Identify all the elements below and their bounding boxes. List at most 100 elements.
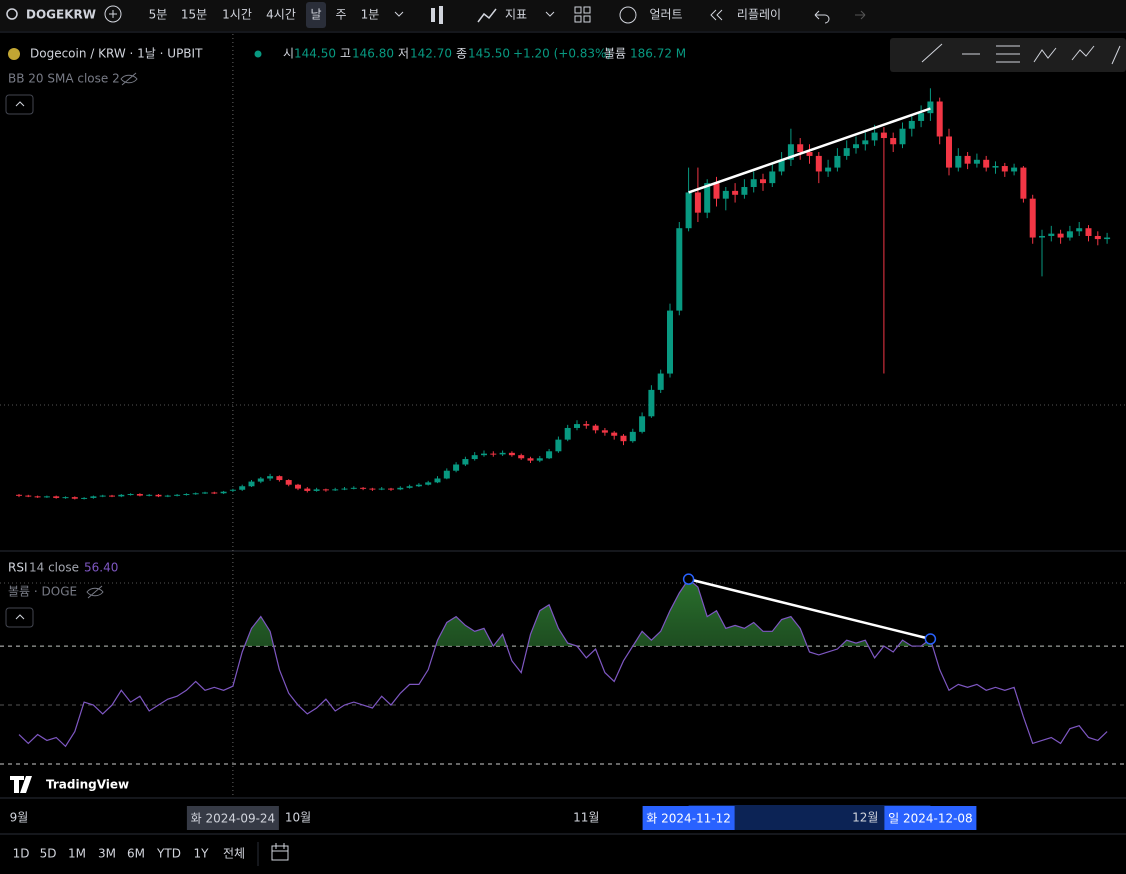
range-label-bg: [642, 806, 735, 830]
candle-body: [174, 494, 181, 496]
candle-body: [118, 494, 125, 497]
candle-body: [946, 136, 952, 168]
candle-body: [657, 373, 664, 390]
rsi-label: RSI: [8, 561, 28, 575]
date-range-icon[interactable]: [271, 843, 289, 861]
layout-icon[interactable]: [574, 6, 591, 23]
candle-body: [1029, 198, 1036, 238]
rsi-params: 14 close: [29, 561, 79, 575]
interval[interactable]: 1시간: [222, 8, 252, 22]
hide-icon[interactable]: [120, 72, 138, 86]
alert[interactable]: 얼러트: [649, 8, 682, 22]
candle-body: [155, 494, 162, 497]
open-label: 시: [283, 47, 294, 61]
collapse-button[interactable]: [5, 94, 34, 115]
candle-body: [443, 470, 450, 479]
candle-body: [1066, 231, 1073, 238]
candle-body: [927, 101, 934, 114]
candle-body: [955, 155, 962, 168]
candle-body: [378, 488, 385, 490]
interval[interactable]: 1분: [361, 8, 380, 22]
rsi-value: 56.40: [84, 561, 118, 575]
range-button[interactable]: 6M: [127, 847, 145, 861]
candle-body: [34, 496, 41, 498]
range-button[interactable]: 3M: [98, 847, 116, 861]
drawing-tool-icons[interactable]: [921, 43, 1121, 65]
candle-body: [202, 492, 208, 494]
dropdown[interactable]: [545, 11, 555, 17]
interval[interactable]: 15분: [181, 8, 207, 22]
candle-body: [825, 167, 832, 172]
candle-body: [871, 132, 878, 141]
candle-body: [546, 451, 553, 459]
chart-type-icon[interactable]: [431, 6, 443, 24]
high-value: 146.80: [352, 47, 394, 61]
candle-body: [313, 489, 320, 491]
candle-body: [257, 478, 264, 482]
candle-body: [471, 455, 478, 460]
replay[interactable]: 리플레이: [737, 8, 781, 22]
candle-body: [574, 424, 580, 428]
collapse-icon: [15, 101, 25, 107]
candle-body: [43, 496, 50, 498]
alert-icon[interactable]: [619, 6, 637, 24]
range-button[interactable]: 1Y: [194, 847, 210, 861]
search-icon[interactable]: [6, 8, 18, 20]
candle-body: [192, 493, 199, 495]
candle-body: [164, 495, 171, 497]
candle-body: [676, 228, 683, 311]
range-label-bg: [884, 806, 977, 830]
candle-body: [880, 132, 887, 139]
time-tick-label: 9월: [10, 811, 29, 825]
candle-body: [183, 494, 190, 496]
interval[interactable]: 주: [335, 8, 346, 22]
range-button[interactable]: YTD: [156, 847, 181, 861]
candle-body: [1048, 233, 1055, 236]
candle-body: [508, 452, 515, 456]
candle-body: [611, 432, 618, 436]
indicators-icon[interactable]: [477, 8, 497, 23]
undo[interactable]: [814, 10, 830, 24]
range-button[interactable]: 5D: [40, 847, 57, 861]
time-tick-label: 12월: [852, 811, 878, 825]
candle-body: [843, 148, 850, 156]
interval[interactable]: 5분: [149, 8, 168, 22]
symbol[interactable]: DOGEKRW: [26, 8, 96, 22]
add-symbol[interactable]: [104, 5, 122, 23]
candle-body: [601, 430, 608, 433]
candle-body: [90, 496, 97, 498]
indicators[interactable]: 지표: [505, 8, 527, 22]
candle-body: [248, 481, 255, 487]
candle-body: [1001, 166, 1008, 172]
interval[interactable]: 4시간: [266, 8, 296, 22]
collapse-button[interactable]: [5, 607, 34, 628]
range-button[interactable]: 1D: [13, 847, 30, 861]
collapse-icon: [15, 614, 25, 620]
candle-body: [741, 187, 748, 195]
redo[interactable]: [855, 10, 866, 20]
candle-body: [769, 171, 776, 184]
range-button[interactable]: 1M: [68, 847, 86, 861]
candle-body: [629, 431, 636, 442]
candle-body: [713, 183, 720, 199]
candle-body: [322, 489, 329, 491]
range-label: 일 2024-12-08: [888, 812, 973, 826]
hide-icon[interactable]: [86, 585, 104, 599]
candle-body: [62, 497, 69, 499]
candle-body: [1076, 228, 1083, 232]
range-label: 화 2024-11-12: [646, 812, 731, 826]
range-button[interactable]: 전체: [223, 847, 245, 861]
candle-body: [220, 491, 227, 494]
interval[interactable]: 날: [310, 8, 321, 22]
candle-body: [564, 427, 571, 440]
candle-body: [425, 482, 432, 485]
replay-icon[interactable]: [710, 9, 723, 21]
candle-body: [127, 494, 134, 496]
candle-body: [285, 480, 292, 485]
candle-body: [1094, 235, 1101, 240]
dropdown[interactable]: [394, 11, 404, 17]
candle-body: [397, 487, 404, 490]
candle-body: [518, 455, 525, 459]
rsi-trendline: [688, 577, 931, 641]
